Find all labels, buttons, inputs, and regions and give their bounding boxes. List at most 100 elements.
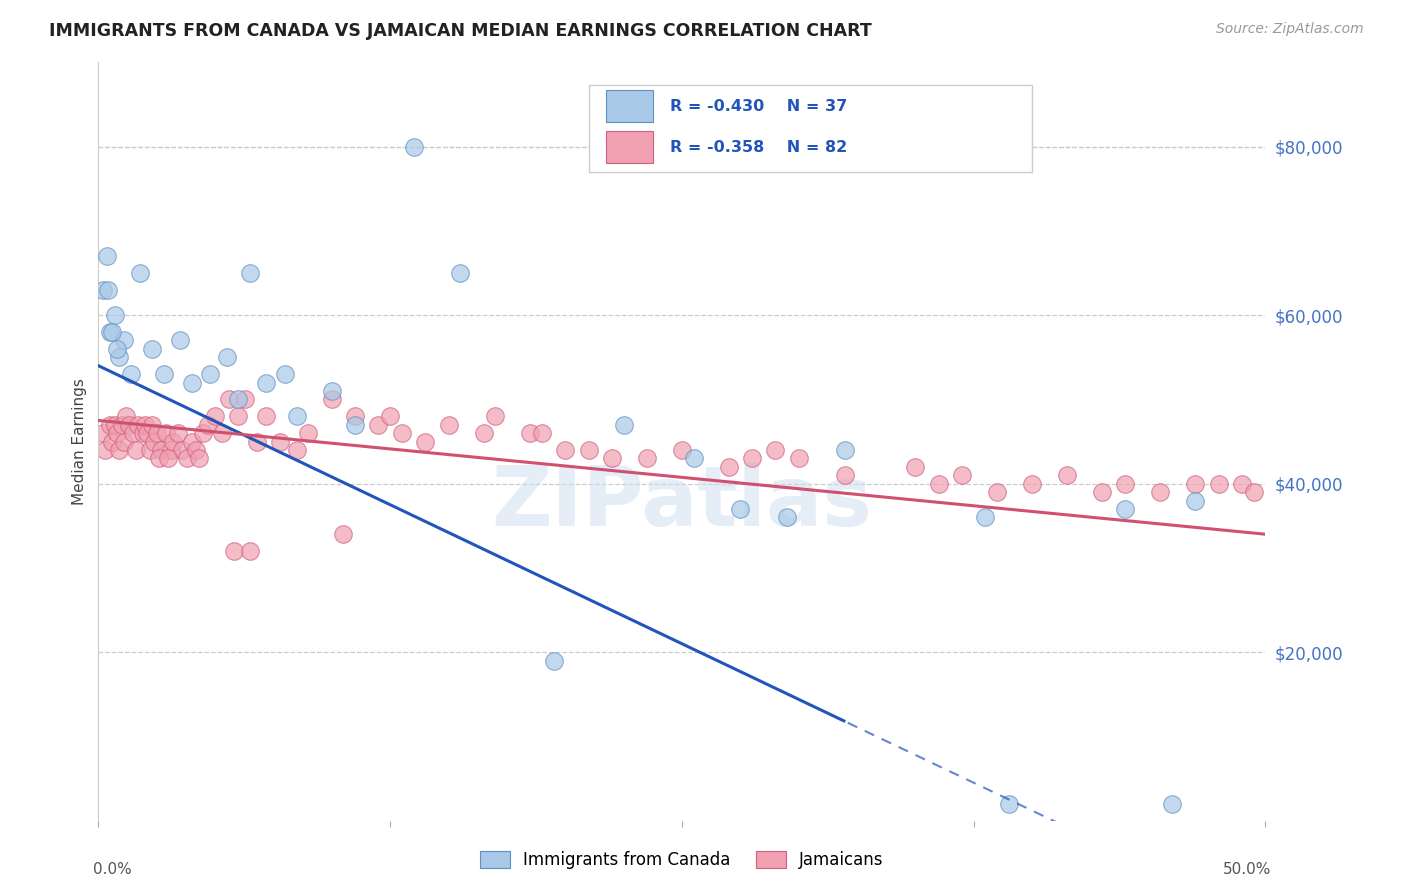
- Point: [904, 459, 927, 474]
- Point: [1208, 476, 1230, 491]
- Text: IMMIGRANTS FROM CANADA VS JAMAICAN MEDIAN EARNINGS CORRELATION CHART: IMMIGRANTS FROM CANADA VS JAMAICAN MEDIA…: [49, 22, 872, 40]
- Point: [950, 468, 973, 483]
- Point: [235, 392, 257, 407]
- Point: [671, 442, 693, 457]
- Point: [730, 502, 752, 516]
- Point: [122, 426, 145, 441]
- Point: [94, 442, 117, 457]
- Point: [132, 426, 155, 441]
- Point: [228, 392, 250, 407]
- Point: [108, 351, 131, 365]
- Point: [91, 283, 114, 297]
- Point: [578, 442, 600, 457]
- Point: [222, 544, 245, 558]
- FancyBboxPatch shape: [589, 85, 1032, 172]
- Point: [974, 510, 997, 524]
- Point: [105, 342, 128, 356]
- Point: [1114, 476, 1136, 491]
- Point: [143, 434, 166, 449]
- Point: [437, 417, 460, 432]
- Point: [152, 367, 174, 381]
- Point: [986, 485, 1008, 500]
- Point: [187, 451, 209, 466]
- Point: [1184, 493, 1206, 508]
- Point: [111, 417, 134, 432]
- Bar: [606, 131, 652, 163]
- Point: [285, 442, 308, 457]
- Point: [120, 367, 142, 381]
- Point: [162, 434, 184, 449]
- Text: 50.0%: 50.0%: [1223, 863, 1271, 878]
- Point: [105, 426, 128, 441]
- Point: [98, 417, 121, 432]
- Point: [682, 451, 704, 466]
- Point: [115, 409, 138, 424]
- Point: [1021, 476, 1043, 491]
- Point: [741, 451, 763, 466]
- Point: [834, 442, 856, 457]
- Point: [391, 426, 413, 441]
- Point: [176, 451, 198, 466]
- Point: [787, 451, 810, 466]
- Point: [215, 351, 238, 365]
- Point: [928, 476, 950, 491]
- Point: [197, 417, 219, 432]
- Point: [91, 426, 114, 441]
- Point: [297, 426, 319, 441]
- Point: [108, 442, 131, 457]
- Point: [98, 325, 121, 339]
- Point: [612, 417, 634, 432]
- Point: [1243, 485, 1265, 500]
- Point: [997, 797, 1019, 811]
- Point: [218, 392, 240, 407]
- Text: R = -0.358    N = 82: R = -0.358 N = 82: [671, 140, 848, 155]
- Point: [776, 510, 799, 524]
- Point: [269, 434, 291, 449]
- Point: [519, 426, 541, 441]
- Point: [717, 459, 740, 474]
- Point: [129, 266, 152, 280]
- Point: [172, 442, 194, 457]
- Point: [139, 442, 162, 457]
- Legend: Immigrants from Canada, Jamaicans: Immigrants from Canada, Jamaicans: [479, 851, 884, 869]
- Point: [543, 654, 565, 668]
- Point: [530, 426, 553, 441]
- Point: [200, 367, 222, 381]
- Text: R = -0.430    N = 37: R = -0.430 N = 37: [671, 99, 848, 114]
- Point: [101, 325, 124, 339]
- Text: 0.0%: 0.0%: [93, 863, 131, 878]
- Point: [104, 308, 127, 322]
- Point: [112, 334, 135, 348]
- Point: [204, 409, 226, 424]
- Point: [228, 409, 250, 424]
- Point: [834, 468, 856, 483]
- Point: [636, 451, 658, 466]
- Point: [1161, 797, 1184, 811]
- Bar: [606, 90, 652, 122]
- Point: [344, 417, 367, 432]
- Point: [246, 434, 269, 449]
- Point: [193, 426, 215, 441]
- Point: [256, 409, 278, 424]
- Point: [134, 417, 156, 432]
- Point: [274, 367, 297, 381]
- Text: Source: ZipAtlas.com: Source: ZipAtlas.com: [1216, 22, 1364, 37]
- Point: [1149, 485, 1171, 500]
- Point: [180, 434, 202, 449]
- Point: [127, 417, 149, 432]
- Point: [141, 417, 163, 432]
- Text: ZIPatlas: ZIPatlas: [492, 462, 872, 542]
- Point: [166, 426, 188, 441]
- Point: [1091, 485, 1114, 500]
- Point: [367, 417, 389, 432]
- Point: [763, 442, 786, 457]
- Point: [239, 544, 262, 558]
- Point: [321, 384, 343, 398]
- Point: [380, 409, 402, 424]
- Point: [112, 434, 135, 449]
- Point: [180, 376, 202, 390]
- Point: [157, 451, 180, 466]
- Point: [104, 417, 127, 432]
- Point: [141, 342, 163, 356]
- Point: [1056, 468, 1078, 483]
